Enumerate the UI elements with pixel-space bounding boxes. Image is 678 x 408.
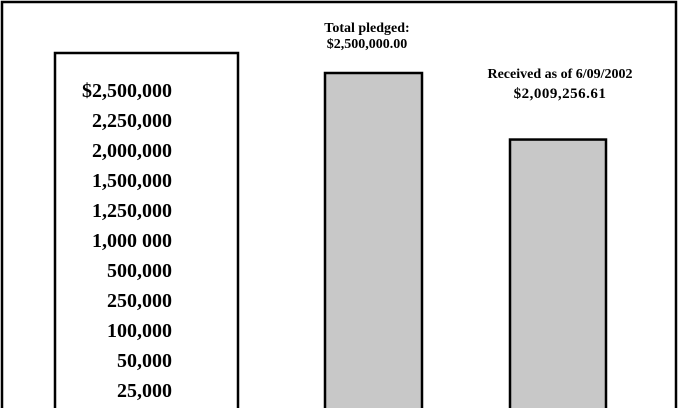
scale-box xyxy=(53,51,240,408)
scale-label: 1,250,000 xyxy=(92,200,172,222)
caption-received-amount: $2,009,256.61 xyxy=(514,86,607,102)
scale-label: 500,000 xyxy=(107,260,172,282)
caption-pledged-line1: Total pledged: xyxy=(324,21,409,36)
bar-received xyxy=(508,138,608,408)
scale-label: 250,000 xyxy=(107,290,172,312)
scale-label: 1,000 000 xyxy=(92,230,172,252)
scale-label: 2,000,000 xyxy=(92,140,172,162)
scale-label: 2,250,000 xyxy=(92,110,172,132)
scale-label: 1,500,000 xyxy=(92,170,172,192)
scale-labels: $2,500,000 2,250,000 2,000,000 1,500,000 1,2… xyxy=(82,80,172,402)
caption-received-line1: Received as of 6/09/2002 xyxy=(487,67,632,82)
bars xyxy=(323,71,608,408)
scale-label: 50,000 xyxy=(117,350,172,372)
scale-label: $2,500,000 xyxy=(82,80,172,102)
caption-pledged-amount: $2,500,000.00 xyxy=(327,37,408,52)
bar-captions: Total pledged:$2,500,000.00 Received as o… xyxy=(324,21,632,102)
bar-total-pledged xyxy=(323,71,424,408)
scale-label: 25,000 xyxy=(117,380,172,402)
scale-label: 100,000 xyxy=(107,320,172,342)
